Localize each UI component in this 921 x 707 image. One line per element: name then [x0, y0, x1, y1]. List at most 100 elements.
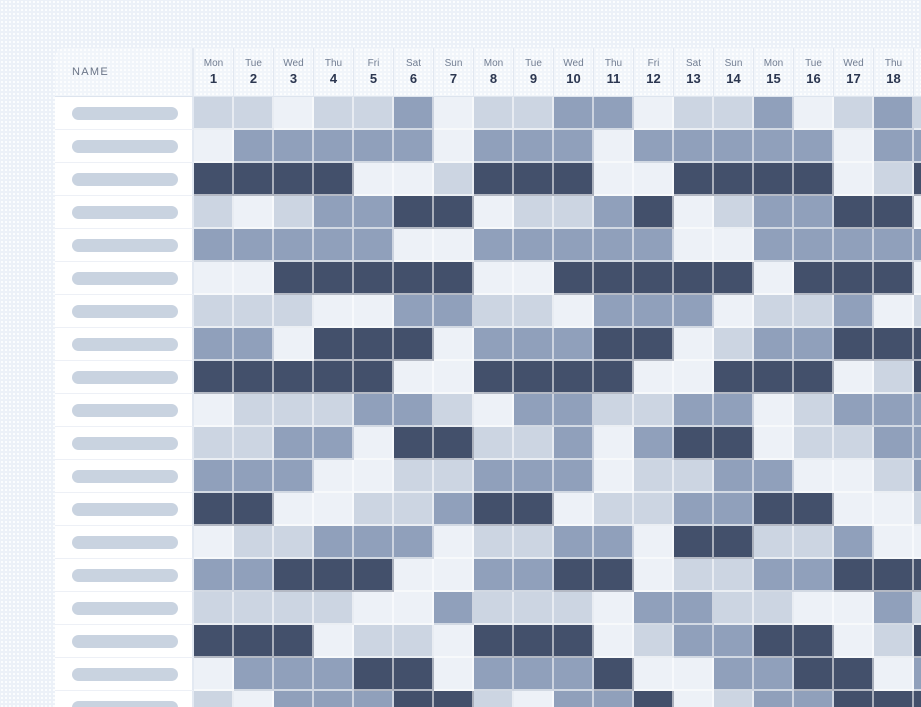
heatmap-cell[interactable] [194, 229, 234, 262]
heatmap-cell[interactable] [554, 691, 594, 707]
heatmap-cell[interactable] [834, 691, 874, 707]
heatmap-cell[interactable] [914, 460, 921, 493]
heatmap-cell[interactable] [794, 526, 834, 559]
heatmap-cell[interactable] [194, 130, 234, 163]
heatmap-cell[interactable] [754, 394, 794, 427]
heatmap-cell[interactable] [234, 625, 274, 658]
heatmap-cell[interactable] [634, 559, 674, 592]
heatmap-cell[interactable] [394, 229, 434, 262]
heatmap-cell[interactable] [354, 262, 394, 295]
heatmap-cell[interactable] [274, 691, 314, 707]
heatmap-cell[interactable] [714, 394, 754, 427]
heatmap-cell[interactable] [714, 592, 754, 625]
heatmap-cell[interactable] [594, 97, 634, 130]
heatmap-cell[interactable] [794, 328, 834, 361]
heatmap-cell[interactable] [794, 691, 834, 707]
heatmap-cell[interactable] [674, 460, 714, 493]
heatmap-cell[interactable] [314, 691, 354, 707]
heatmap-cell[interactable] [874, 262, 914, 295]
heatmap-cell[interactable] [194, 427, 234, 460]
heatmap-cell[interactable] [674, 97, 714, 130]
heatmap-cell[interactable] [634, 130, 674, 163]
heatmap-cell[interactable] [274, 196, 314, 229]
heatmap-cell[interactable] [794, 295, 834, 328]
heatmap-cell[interactable] [594, 493, 634, 526]
heatmap-cell[interactable] [194, 196, 234, 229]
heatmap-cell[interactable] [314, 130, 354, 163]
heatmap-cell[interactable] [754, 691, 794, 707]
heatmap-cell[interactable] [874, 394, 914, 427]
heatmap-cell[interactable] [874, 460, 914, 493]
heatmap-cell[interactable] [914, 691, 921, 707]
heatmap-cell[interactable] [594, 625, 634, 658]
heatmap-cell[interactable] [714, 97, 754, 130]
heatmap-cell[interactable] [794, 196, 834, 229]
heatmap-cell[interactable] [274, 361, 314, 394]
heatmap-cell[interactable] [474, 295, 514, 328]
heatmap-cell[interactable] [514, 493, 554, 526]
heatmap-cell[interactable] [234, 526, 274, 559]
heatmap-cell[interactable] [314, 625, 354, 658]
heatmap-cell[interactable] [474, 658, 514, 691]
heatmap-cell[interactable] [434, 493, 474, 526]
heatmap-cell[interactable] [234, 97, 274, 130]
heatmap-cell[interactable] [234, 394, 274, 427]
heatmap-cell[interactable] [794, 427, 834, 460]
heatmap-cell[interactable] [714, 130, 754, 163]
heatmap-cell[interactable] [274, 295, 314, 328]
heatmap-cell[interactable] [754, 262, 794, 295]
heatmap-cell[interactable] [474, 130, 514, 163]
heatmap-cell[interactable] [674, 229, 714, 262]
heatmap-cell[interactable] [834, 460, 874, 493]
heatmap-cell[interactable] [874, 328, 914, 361]
heatmap-cell[interactable] [554, 163, 594, 196]
heatmap-cell[interactable] [314, 229, 354, 262]
heatmap-cell[interactable] [354, 460, 394, 493]
heatmap-cell[interactable] [594, 691, 634, 707]
heatmap-cell[interactable] [194, 328, 234, 361]
heatmap-cell[interactable] [834, 97, 874, 130]
heatmap-cell[interactable] [274, 97, 314, 130]
heatmap-cell[interactable] [834, 559, 874, 592]
heatmap-cell[interactable] [354, 163, 394, 196]
heatmap-cell[interactable] [554, 97, 594, 130]
heatmap-cell[interactable] [274, 658, 314, 691]
heatmap-cell[interactable] [434, 658, 474, 691]
heatmap-cell[interactable] [714, 229, 754, 262]
heatmap-cell[interactable] [754, 460, 794, 493]
heatmap-cell[interactable] [554, 658, 594, 691]
heatmap-cell[interactable] [874, 592, 914, 625]
heatmap-cell[interactable] [714, 361, 754, 394]
heatmap-cell[interactable] [754, 526, 794, 559]
heatmap-cell[interactable] [714, 691, 754, 707]
heatmap-cell[interactable] [674, 559, 714, 592]
heatmap-cell[interactable] [434, 394, 474, 427]
heatmap-cell[interactable] [314, 592, 354, 625]
heatmap-cell[interactable] [474, 328, 514, 361]
heatmap-cell[interactable] [554, 394, 594, 427]
heatmap-cell[interactable] [394, 262, 434, 295]
heatmap-cell[interactable] [234, 460, 274, 493]
heatmap-cell[interactable] [474, 97, 514, 130]
heatmap-cell[interactable] [234, 295, 274, 328]
heatmap-cell[interactable] [874, 130, 914, 163]
heatmap-cell[interactable] [634, 163, 674, 196]
heatmap-cell[interactable] [434, 130, 474, 163]
heatmap-cell[interactable] [474, 196, 514, 229]
heatmap-cell[interactable] [314, 262, 354, 295]
heatmap-cell[interactable] [714, 163, 754, 196]
heatmap-cell[interactable] [314, 559, 354, 592]
heatmap-cell[interactable] [434, 361, 474, 394]
heatmap-cell[interactable] [394, 493, 434, 526]
heatmap-cell[interactable] [674, 691, 714, 707]
heatmap-cell[interactable] [674, 427, 714, 460]
heatmap-cell[interactable] [394, 526, 434, 559]
heatmap-cell[interactable] [594, 427, 634, 460]
heatmap-cell[interactable] [834, 295, 874, 328]
heatmap-cell[interactable] [594, 328, 634, 361]
heatmap-cell[interactable] [394, 691, 434, 707]
heatmap-cell[interactable] [354, 361, 394, 394]
heatmap-cell[interactable] [754, 592, 794, 625]
heatmap-cell[interactable] [874, 658, 914, 691]
heatmap-cell[interactable] [354, 97, 394, 130]
